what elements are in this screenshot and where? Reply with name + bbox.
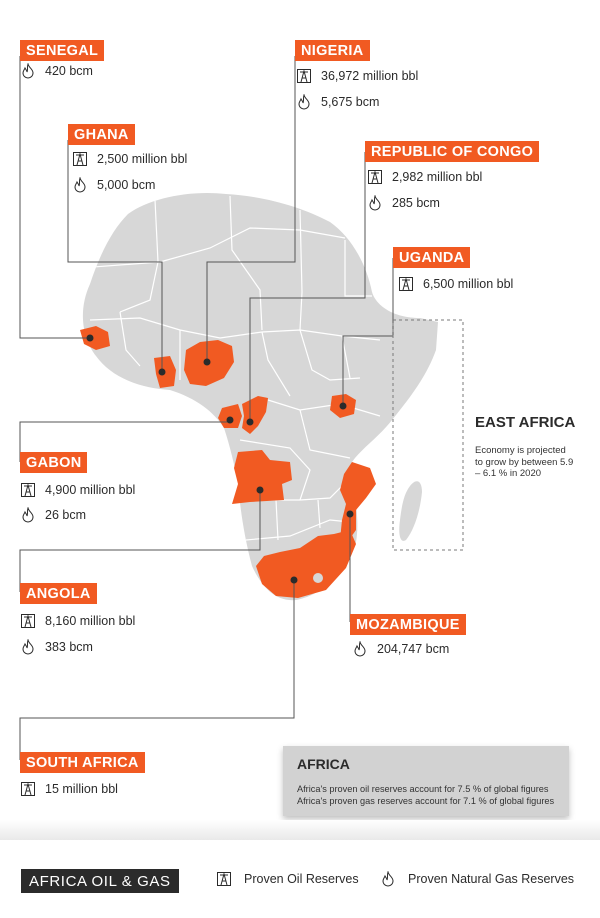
africa-summary-box: AFRICA Africa's proven oil reserves acco… [283, 746, 569, 816]
angola-gas-stat: 383 bcm [20, 639, 93, 655]
ghana-gas-stat: 5,000 bcm [72, 177, 155, 193]
lesotho-shape [313, 573, 323, 583]
africa-summary-title: AFRICA [297, 756, 350, 772]
nigeria-oil-stat: 36,972 million bbl [296, 68, 418, 84]
senegal-shape [80, 326, 110, 350]
legend-oil-label: Proven Oil Reserves [244, 872, 359, 886]
madagascar-island [399, 481, 422, 541]
ghana-oil-value: 2,500 million bbl [97, 152, 188, 166]
connector-lines [19, 56, 394, 760]
nigeria-gas-stat: 5,675 bcm [296, 94, 379, 110]
south-africa-label: SOUTH AFRICA [20, 752, 145, 773]
angola-oil-stat: 8,160 million bbl [20, 613, 135, 629]
oil-derrick-icon [217, 872, 231, 886]
congo-label: REPUBLIC OF CONGO [365, 141, 540, 162]
uganda-label: UGANDA [393, 247, 471, 268]
congo-oil-stat: 2,982 million bbl [367, 169, 482, 185]
south-africa-oil-value: 15 million bbl [45, 782, 118, 796]
east-africa-title: EAST AFRICA [475, 414, 576, 431]
nigeria-oil-value: 36,972 million bbl [321, 69, 419, 83]
footer-shadow [0, 820, 600, 840]
location-dots [86, 334, 354, 584]
senegal-gas-stat: 420 bcm [20, 63, 93, 79]
mozambique-shape [340, 462, 376, 544]
oil-derrick-icon [399, 277, 413, 291]
angola-gas-value: 383 bcm [45, 640, 93, 654]
east-africa-text: Economy is projected to grow by between … [475, 445, 574, 479]
gas-flame-icon [22, 63, 34, 79]
gas-flame-icon [22, 507, 34, 523]
ghana-label: GHANA [68, 124, 135, 145]
gas-flame-icon [74, 177, 86, 193]
gas-flame-icon [22, 639, 34, 655]
oil-derrick-icon [21, 782, 35, 796]
gabon-oil-value: 4,900 million bbl [45, 483, 136, 497]
angola-label: ANGOLA [20, 583, 97, 604]
senegal-label: SENEGAL [20, 40, 105, 61]
uganda-oil-value: 6,500 million bbl [423, 277, 514, 291]
gabon-label: GABON [20, 452, 88, 473]
africa-gas-share-text: Africa's proven gas reserves account for… [297, 796, 555, 806]
legend-oil: Proven Oil Reserves [216, 871, 359, 887]
uganda-oil-stat: 6,500 million bbl [398, 276, 513, 292]
south-africa-shape [256, 530, 356, 598]
gas-flame-icon [354, 641, 366, 657]
gas-flame-icon [382, 871, 394, 887]
ghana-oil-stat: 2,500 million bbl [72, 151, 187, 167]
congo-oil-value: 2,982 million bbl [392, 170, 483, 184]
nigeria-gas-value: 5,675 bcm [321, 95, 380, 109]
mozambique-gas-value: 204,747 bcm [377, 642, 450, 656]
nigeria-label: NIGERIA [295, 40, 370, 61]
congo-gas-value: 285 bcm [392, 196, 440, 210]
south-africa-oil-stat: 15 million bbl [20, 781, 118, 797]
gabon-oil-stat: 4,900 million bbl [20, 482, 135, 498]
ghana-gas-value: 5,000 bcm [97, 178, 156, 192]
oil-derrick-icon [21, 483, 35, 497]
senegal-gas-value: 420 bcm [45, 64, 93, 78]
gas-flame-icon [369, 195, 381, 211]
legend-gas: Proven Natural Gas Reserves [380, 871, 574, 887]
oil-derrick-icon [21, 614, 35, 628]
angola-oil-value: 8,160 million bbl [45, 614, 136, 628]
gas-flame-icon [298, 94, 310, 110]
oil-derrick-icon [73, 152, 87, 166]
congo-gas-stat: 285 bcm [367, 195, 440, 211]
africa-oil-share-text: Africa's proven oil reserves account for… [297, 784, 549, 794]
legend-gas-label: Proven Natural Gas Reserves [408, 872, 575, 886]
oil-derrick-icon [297, 69, 311, 83]
mozambique-gas-stat: 204,747 bcm [352, 641, 449, 657]
oil-derrick-icon [368, 170, 382, 184]
gabon-gas-stat: 26 bcm [20, 507, 86, 523]
country-borders [82, 195, 381, 541]
mozambique-label: MOZAMBIQUE [350, 614, 466, 635]
brand-title: AFRICA OIL & GAS [21, 869, 179, 893]
angola-shape [232, 450, 292, 504]
gabon-gas-value: 26 bcm [45, 508, 86, 522]
